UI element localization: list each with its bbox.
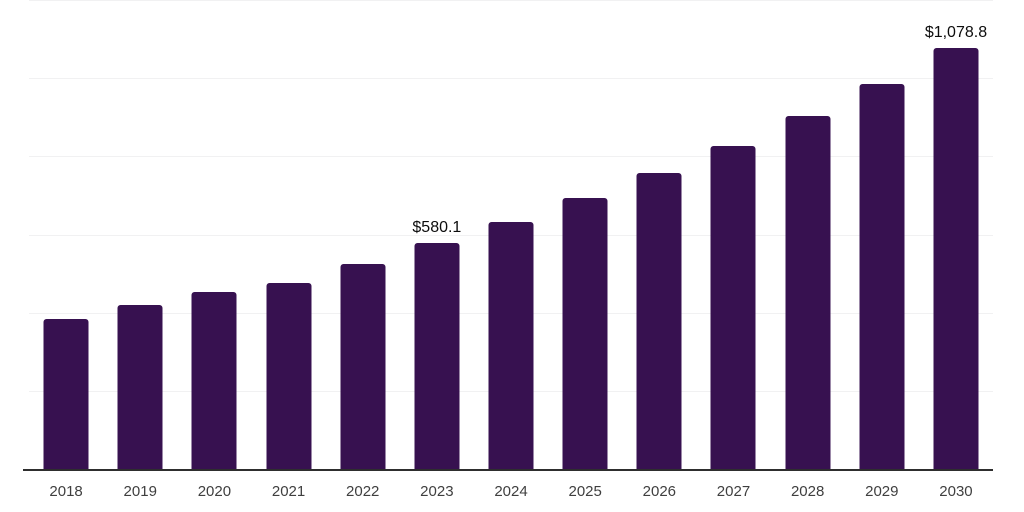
- x-tick-label-2019: 2019: [123, 483, 157, 500]
- bar-slot-2029: 2029: [845, 1, 919, 499]
- gridline-800: [29, 156, 993, 158]
- bar-slot-2024: 2024: [474, 1, 548, 499]
- bar-2024: [488, 221, 534, 470]
- bar-2030: [933, 48, 979, 470]
- bar-slot-2019: 2019: [103, 1, 177, 499]
- x-tick-label-2027: 2027: [716, 483, 751, 500]
- bar-2027: [710, 145, 756, 470]
- bar-slot-2028: 2028: [771, 1, 845, 499]
- bar-slot-2018: 2018: [29, 1, 103, 499]
- bar-2028: [785, 115, 831, 470]
- bar-2023: [414, 243, 460, 470]
- gridline-1200: [29, 0, 993, 1]
- bars-row: 2018 2019 2020 2021 2022 $580.1 2023 2024 2025 20…: [29, 1, 993, 499]
- x-axis-line: [23, 469, 993, 471]
- x-tick-label-2021: 2021: [271, 483, 306, 500]
- plot-area: 2018 2019 2020 2021 2022 $580.1 2023 2024 2025 20…: [23, 0, 993, 499]
- x-tick-label-2029: 2029: [865, 483, 899, 500]
- bar-2020: [191, 292, 237, 470]
- x-tick-label-2023: 2023: [420, 483, 454, 500]
- x-tick-label-2020: 2020: [197, 483, 232, 500]
- bar-slot-2025: 2025: [548, 1, 622, 499]
- x-tick-label-2028: 2028: [790, 483, 825, 500]
- x-tick-label-2024: 2024: [494, 483, 528, 500]
- x-tick-label-2030: 2030: [939, 483, 973, 500]
- x-tick-label-2026: 2026: [642, 483, 677, 500]
- bar-slot-2020: 2020: [177, 1, 251, 499]
- x-tick-label-2025: 2025: [568, 483, 602, 500]
- x-tick-label-2022: 2022: [346, 483, 380, 500]
- bar-slot-2022: 2022: [326, 1, 400, 499]
- bar-2025: [562, 197, 608, 470]
- bar-2018: [43, 319, 89, 470]
- bar-2021: [266, 283, 312, 470]
- bar-slot-2030: $1,078.8 2030: [919, 1, 993, 499]
- bar-slot-2021: 2021: [251, 1, 325, 499]
- bar-2022: [340, 264, 386, 470]
- bar-slot-2027: 2027: [696, 1, 770, 499]
- gridline-1000: [29, 78, 993, 80]
- bar-slot-2023: $580.1 2023: [400, 1, 474, 499]
- value-label-2023: $580.1: [412, 219, 462, 237]
- bar-2026: [636, 172, 682, 470]
- bar-2019: [117, 305, 163, 470]
- bar-slot-2026: 2026: [622, 1, 696, 499]
- value-label-2030: $1,078.8: [924, 24, 988, 42]
- bar-2029: [859, 83, 905, 470]
- x-tick-label-2018: 2018: [49, 483, 83, 500]
